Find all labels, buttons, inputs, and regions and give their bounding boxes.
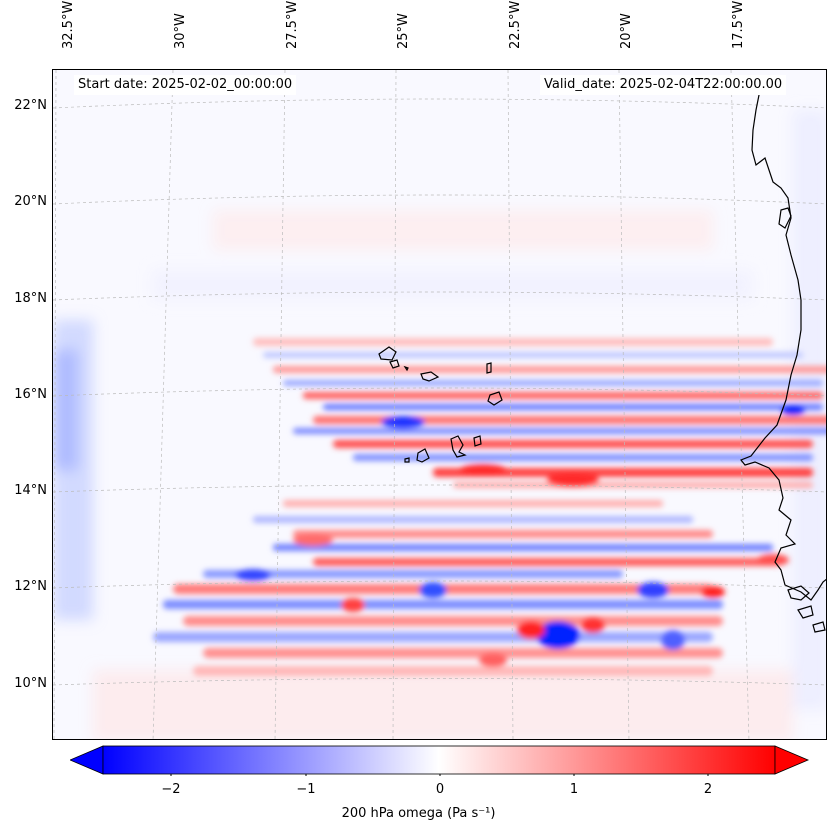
longitude-label-32-5w: 32.5°W (61, 0, 76, 49)
latitude-label-14n: 14°N (14, 483, 47, 498)
graticule-lines (53, 70, 826, 739)
colorbar (70, 745, 810, 776)
valid-date-label: Valid_date: 2025-02-04T22:00:00.00 (540, 75, 787, 95)
colorbar-tick-1: 1 (569, 782, 579, 797)
latitude-label-18n: 18°N (14, 291, 47, 306)
colorbar-tick-minus-2: −2 (161, 782, 181, 797)
latitude-label-20n: 20°N (14, 194, 47, 209)
longitude-label-20w: 20°W (619, 13, 634, 49)
map-plot-area[interactable] (52, 69, 827, 740)
colorbar-tick-2: 2 (703, 782, 713, 797)
longitude-label-30w: 30°W (173, 13, 188, 49)
latitude-label-12n: 12°N (14, 579, 47, 594)
start-date-label: Start date: 2025-02-02_00:00:00 (74, 75, 297, 95)
coastline (378, 89, 826, 633)
latitude-label-22n: 22°N (14, 98, 47, 113)
colorbar-min-extend (70, 745, 104, 775)
colorbar-label: 200 hPa omega (Pa s⁻¹) (341, 806, 496, 821)
longitude-label-25w: 25°W (396, 13, 411, 49)
omega-field-map (53, 70, 826, 739)
latitude-label-10n: 10°N (14, 676, 47, 691)
colorbar-gradient (102, 745, 776, 775)
colorbar-tick-marks (170, 774, 709, 776)
latitude-label-16n: 16°N (14, 387, 47, 402)
colorbar-tick-minus-1: −1 (296, 782, 316, 797)
longitude-label-27-5w: 27.5°W (285, 0, 300, 49)
colorbar-tick-0: 0 (435, 782, 445, 797)
longitude-label-22-5w: 22.5°W (508, 0, 523, 49)
omega-stripes (153, 338, 826, 676)
longitude-label-17-5w: 17.5°W (731, 0, 746, 49)
colorbar-max-extend (774, 745, 810, 775)
